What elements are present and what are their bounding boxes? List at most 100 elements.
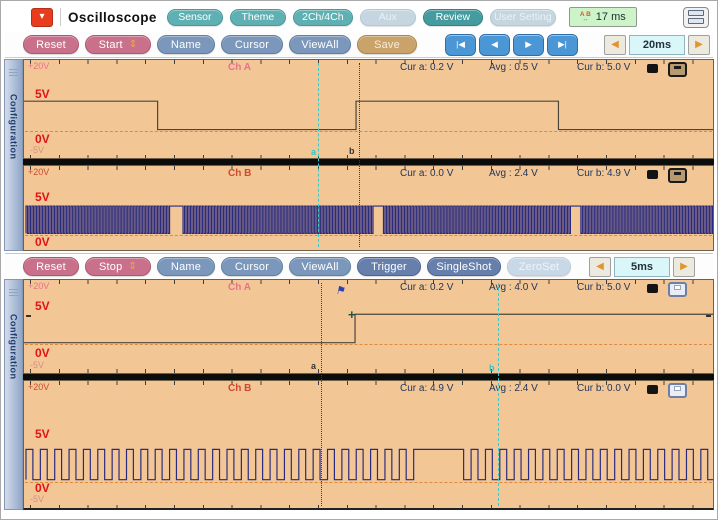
configuration-tab-1[interactable]: Configuration — [4, 59, 23, 251]
cursor-a-readout: Cur a: 0.2 V — [400, 62, 454, 73]
scope-panel-2: +20V Ch A ⚑ + Cur a: 0.2 V Avg : 4.0 V C… — [23, 279, 714, 510]
cursor-b-readout: Cur b: 4.9 V — [577, 168, 631, 179]
scope1-channel-b: +20V Ch B Cur a: 0.0 V Avg : 2.4 V Cur b… — [23, 165, 714, 251]
cursor-a-readout: Cur a: 4.9 V — [400, 383, 454, 394]
maximize-icon[interactable] — [668, 62, 687, 77]
cursor-b-marker[interactable]: b — [489, 363, 495, 373]
sensor-button[interactable]: Sensor — [166, 8, 223, 26]
zero-volt-line — [25, 482, 712, 483]
next-frame-button[interactable]: ▶ — [513, 33, 544, 56]
configuration-tab-2[interactable]: Configuration — [4, 279, 23, 510]
review-button[interactable]: Review — [422, 8, 483, 26]
minimize-icon[interactable] — [647, 385, 658, 394]
scope1-channel-a: +20V Ch A Cur a: 0.2 V Avg : 0.5 V Cur b… — [23, 59, 714, 159]
stop-button[interactable]: Stop ⇕ — [85, 257, 151, 276]
timebase-increase-icon[interactable]: ▶ — [673, 256, 695, 277]
maximize-icon[interactable] — [668, 168, 687, 183]
layout-panes-icon[interactable] — [683, 6, 709, 28]
cursor-b-readout: Cur b: 0.0 V — [577, 383, 631, 394]
cursor-button-1[interactable]: Cursor — [221, 35, 283, 54]
timebase-value-1[interactable]: 20ms — [629, 34, 685, 55]
cursor-b-line[interactable] — [359, 63, 360, 247]
0v-label: 0V — [35, 235, 50, 249]
trigger-point-marker: + — [348, 307, 356, 322]
save-button[interactable]: Save — [357, 35, 417, 54]
last-frame-button[interactable]: ▶| — [547, 33, 578, 56]
timebase-value-2[interactable]: 5ms — [614, 256, 670, 277]
name-button-1[interactable]: Name — [157, 35, 215, 54]
0v-label: 0V — [35, 346, 50, 360]
minimize-icon[interactable] — [647, 170, 658, 179]
zero-volt-line — [25, 344, 712, 345]
singleshot-button[interactable]: SingleShot — [427, 257, 501, 276]
channel-mode-button[interactable]: 2Ch/4Ch — [292, 8, 353, 26]
timebase-spinner-1: ◀ 20ms ▶ — [604, 34, 710, 55]
time-axis-bar — [23, 159, 714, 165]
ab-time-readout: A B ↔ 17 ms — [568, 7, 637, 27]
channel-a-waveform — [24, 313, 713, 344]
viewall-button-1[interactable]: ViewAll — [289, 35, 351, 54]
trigger-button[interactable]: Trigger — [357, 257, 421, 276]
aux-button[interactable]: Aux — [359, 8, 416, 26]
cursor-b-line[interactable] — [498, 283, 499, 506]
cursor-b-marker[interactable]: b — [349, 146, 355, 156]
maximize-icon[interactable] — [668, 383, 687, 398]
cursor-b-readout: Cur b: 5.0 V — [577, 282, 631, 293]
zero-volt-line — [25, 235, 712, 236]
5v-label: 5V — [35, 87, 50, 101]
cursor-a-line[interactable] — [318, 63, 319, 247]
cursor-a-readout: Cur a: 0.0 V — [400, 168, 454, 179]
neg5v-label: -5V — [30, 494, 45, 504]
theme-button[interactable]: Theme — [229, 8, 286, 26]
name-button-2[interactable]: Name — [157, 257, 215, 276]
tick-marks — [30, 505, 711, 508]
5v-label: 5V — [35, 427, 50, 441]
cursor-b-readout: Cur b: 5.0 V — [577, 62, 631, 73]
zero-volt-line — [25, 131, 712, 132]
vmax-label: +20V — [28, 167, 50, 177]
cursor-button-2[interactable]: Cursor — [221, 257, 283, 276]
cursor-a-line[interactable] — [321, 283, 322, 506]
zeroset-button[interactable]: ZeroSet — [507, 257, 571, 276]
timebase-decrease-icon[interactable]: ◀ — [589, 256, 611, 277]
down-arrow-icon: ▾ — [39, 11, 45, 22]
updown-arrows-icon: ⇕ — [128, 261, 138, 272]
minimize-icon[interactable] — [647, 284, 658, 293]
first-frame-button[interactable]: |◀ — [445, 33, 476, 56]
reset-button-1[interactable]: Reset — [23, 35, 79, 54]
maximize-icon[interactable] — [668, 282, 687, 297]
grip-icon — [9, 289, 18, 298]
reset-button-2[interactable]: Reset — [23, 257, 79, 276]
channel-b-label: Ch B — [228, 383, 252, 394]
timebase-increase-icon[interactable]: ▶ — [688, 34, 710, 55]
avg-readout: Avg : 2.4 V — [489, 383, 538, 394]
user-setting-button[interactable]: User Setting — [489, 8, 556, 26]
playback-nav: |◀ ◀ ▶ ▶| — [445, 33, 578, 56]
tick-marks — [30, 369, 711, 373]
app-menu-icon[interactable]: ▾ — [31, 7, 53, 27]
start-button[interactable]: Start ⇕ — [85, 35, 151, 54]
avg-readout: Avg : 0.5 V — [489, 62, 538, 73]
scope-panel-1: +20V Ch A Cur a: 0.2 V Avg : 0.5 V Cur b… — [23, 59, 714, 251]
tick-marks — [30, 60, 711, 64]
cursor-a-marker[interactable]: a — [311, 361, 317, 371]
minimize-icon[interactable] — [647, 64, 658, 73]
cursor-a-marker[interactable]: a — [311, 147, 317, 157]
0v-label: 0V — [35, 132, 50, 146]
grip-icon — [9, 69, 18, 78]
prev-frame-button[interactable]: ◀ — [479, 33, 510, 56]
channel-b-waveform — [25, 448, 713, 481]
timebase-spinner-2: ◀ 5ms ▶ — [589, 256, 695, 277]
scope2-channel-b: +20V Ch B Cur a: 4.9 V Avg : 2.4 V Cur b… — [23, 380, 714, 510]
5v-label: 5V — [35, 299, 50, 313]
neg5v-label: -5V — [30, 145, 45, 155]
channel-b-waveform — [25, 205, 713, 234]
vmax-label: +20V — [28, 61, 50, 71]
ab-time-icon: A B ↔ — [579, 11, 591, 23]
configuration-label: Configuration — [8, 94, 19, 160]
scope2-toolbar: Reset Stop ⇕ Name Cursor ViewAll Trigger … — [5, 253, 713, 280]
timebase-decrease-icon[interactable]: ◀ — [604, 34, 626, 55]
channel-a-label: Ch A — [228, 62, 251, 73]
viewall-button-2[interactable]: ViewAll — [289, 257, 351, 276]
